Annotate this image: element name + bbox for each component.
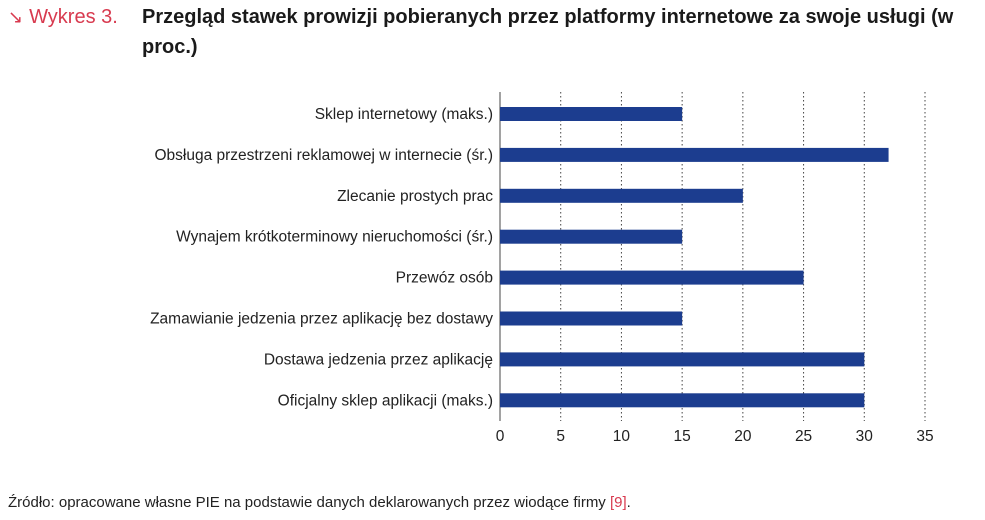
x-tick-label-25: 25 (795, 428, 812, 445)
bar-4 (500, 229, 683, 244)
category-label-8: Oficjalny sklep aplikacji (maks.) (278, 392, 493, 409)
x-tick-label-20: 20 (734, 428, 752, 445)
category-labels: Sklep internetowy (maks.) Obsługa przestr… (150, 106, 493, 409)
source-text: Źródło: opracowane własne PIE na podstaw… (8, 494, 610, 511)
bar-7 (500, 352, 865, 367)
x-tick-label-5: 5 (556, 428, 565, 445)
grid-lines (499, 92, 926, 421)
category-label-5: Przewóz osób (396, 270, 493, 287)
source-reference[interactable]: [9] (609, 494, 627, 511)
source-end: . (626, 494, 631, 511)
x-tick-label-10: 10 (613, 428, 631, 445)
x-tick-label-35: 35 (916, 428, 933, 445)
bar-1 (500, 107, 683, 121)
x-tick-label-0: 0 (496, 428, 505, 445)
bars (500, 107, 889, 408)
category-label-3: Zlecanie prostych prac (337, 188, 493, 205)
chart-title: Przegląd stawek prowizji pobieranych prz… (142, 6, 954, 58)
figure-label: ↘ Wykres 3. (8, 2, 118, 32)
bar-6 (500, 311, 683, 326)
source-note: Źródło: opracowane własne PIE na podstaw… (8, 494, 631, 511)
category-label-7: Dostawa jedzenia przez aplikację (264, 351, 493, 368)
bar-chart: Sklep internetowy (maks.) Obsługa przestr… (150, 92, 934, 445)
category-label-2: Obsługa przestrzeni reklamowej w interne… (154, 147, 493, 164)
x-tick-label-30: 30 (856, 428, 874, 445)
bar-8 (500, 393, 865, 408)
arrow-down-right-icon: ↘ (8, 7, 24, 27)
bar-2 (500, 147, 889, 162)
figure-number: Wykres 3. (29, 6, 118, 28)
category-label-1: Sklep internetowy (maks.) (315, 106, 493, 123)
tick-labels: 0 5 10 15 20 25 30 35 (496, 428, 934, 445)
category-label-4: Wynajem krótkoterminowy nieruchomości (ś… (176, 229, 493, 246)
category-label-6: Zamawianie jedzenia przez aplikację bez … (150, 311, 493, 328)
bar-3 (500, 188, 743, 203)
bar-5 (500, 270, 804, 285)
x-tick-label-15: 15 (674, 428, 691, 445)
